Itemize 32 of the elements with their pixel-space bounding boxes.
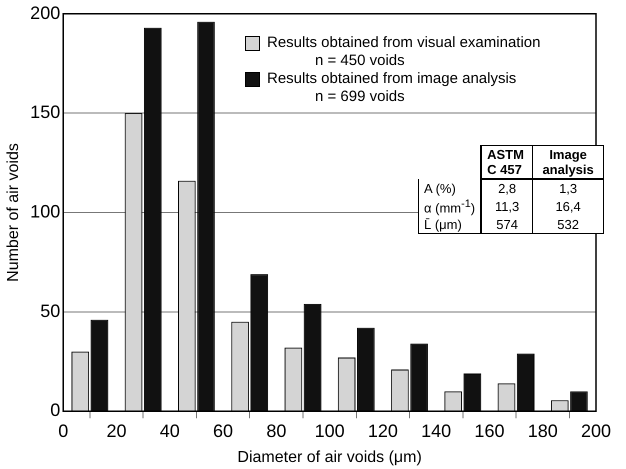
x-tick-label: 120 [368,420,398,441]
annotation: A (%) [418,179,482,197]
x-tick-label: 180 [528,420,558,441]
y-tick-label: 0 [50,400,60,420]
y-axis-title: Number of air voids [5,143,22,282]
annotation: 11,3 [481,197,533,216]
y-tick-label: 100 [30,201,60,222]
annotation: 2,8 [481,179,533,197]
x-tick-label: 80 [266,420,286,441]
annotation: 1,3 [532,179,604,197]
x-tick-label: 60 [213,420,234,441]
annotation: 16,4 [532,197,604,216]
x-tick-label: 100 [314,420,345,441]
annotation: α (mm$^{-1}$) [418,197,482,216]
legend-label: Results obtained from visual examination [267,34,540,52]
annotation: n = 450 voids [314,52,406,70]
annotation: 532 [532,216,604,234]
y-tick-label: 150 [30,102,60,122]
annotation: 574 [481,216,533,234]
y-tick-label: 50 [40,300,60,321]
y-tick-label: 200 [30,2,60,23]
annotation: Image analysis [532,146,604,179]
annotation: L̄ (μm) [418,216,482,234]
annotation: n = 699 voids [314,88,406,106]
x-tick-label: 140 [421,420,452,441]
x-tick-label: 200 [580,420,612,441]
x-tick-label: 20 [106,420,127,441]
annotation: ASTM C 457 [481,146,533,179]
legend-label: Results obtained from image analysis [267,70,516,88]
x-axis-title: Diameter of air voids (μm) [237,448,422,466]
x-tick-label: 40 [160,420,180,441]
x-tick-label: 160 [474,420,504,441]
